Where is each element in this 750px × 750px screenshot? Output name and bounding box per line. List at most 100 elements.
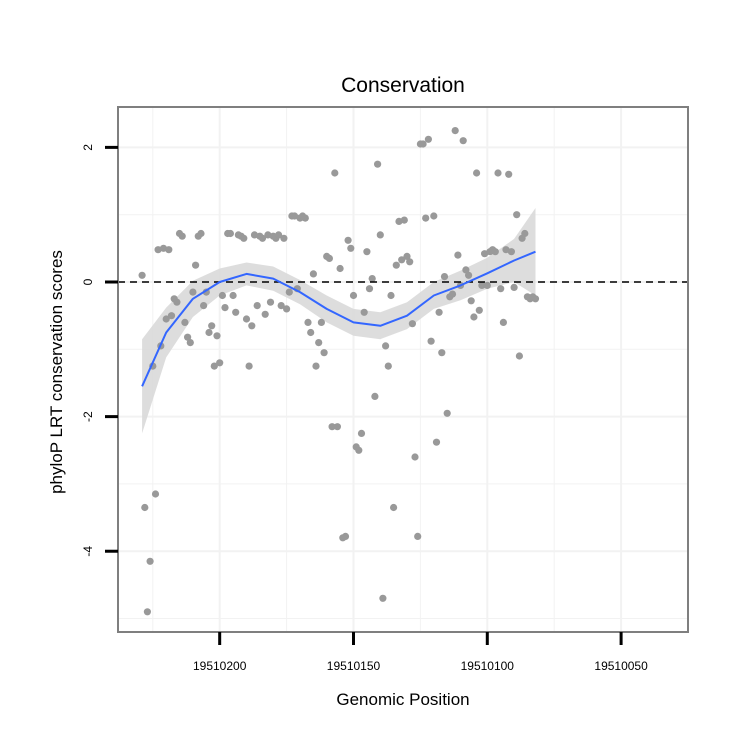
data-point xyxy=(440,273,449,281)
confidence-band xyxy=(142,208,536,434)
y-axis-title: phyloP LRT conservation scores xyxy=(47,250,66,494)
data-point xyxy=(443,409,451,417)
data-point xyxy=(304,318,312,326)
y-axis: -4 -2 0 2 xyxy=(81,144,118,557)
confidence-band-layer xyxy=(142,208,536,434)
data-point xyxy=(384,362,392,370)
data-point xyxy=(331,169,339,177)
data-point xyxy=(216,359,224,367)
data-point xyxy=(240,234,248,242)
data-point xyxy=(309,270,317,278)
data-point xyxy=(333,423,341,431)
data-point xyxy=(208,322,216,330)
data-point xyxy=(357,429,366,437)
data-point xyxy=(502,246,510,254)
data-point xyxy=(376,231,384,239)
data-point xyxy=(336,264,344,273)
data-point xyxy=(390,503,398,512)
data-point xyxy=(317,318,325,326)
data-point xyxy=(181,318,189,326)
data-point xyxy=(462,266,470,274)
data-point xyxy=(411,453,419,461)
data-point xyxy=(448,290,457,298)
data-point xyxy=(344,236,352,244)
data-point xyxy=(143,608,151,616)
data-point xyxy=(505,170,513,178)
data-point xyxy=(499,318,507,326)
chart-title: Conservation xyxy=(341,74,465,97)
data-point xyxy=(491,248,499,256)
data-point xyxy=(186,339,194,347)
data-point xyxy=(210,362,218,370)
data-point xyxy=(315,339,323,347)
data-point xyxy=(497,285,505,293)
data-point xyxy=(365,285,374,293)
data-point xyxy=(465,271,473,279)
data-point xyxy=(424,135,432,143)
data-point xyxy=(408,320,416,328)
data-point xyxy=(400,216,408,224)
smooth-fit-line xyxy=(141,250,536,387)
data-point xyxy=(430,212,438,220)
data-point xyxy=(355,446,363,454)
data-point xyxy=(521,229,529,238)
data-point xyxy=(438,349,446,357)
data-point xyxy=(167,312,176,320)
data-point xyxy=(427,337,435,345)
data-point xyxy=(347,244,355,252)
data-point xyxy=(387,291,395,300)
data-point xyxy=(154,246,162,254)
data-point xyxy=(379,594,387,602)
data-point xyxy=(162,315,170,323)
data-point xyxy=(382,342,390,350)
data-point xyxy=(403,252,411,260)
data-point xyxy=(277,302,285,310)
data-point xyxy=(363,248,371,256)
data-point xyxy=(475,306,483,314)
data-point xyxy=(510,283,518,291)
data-point xyxy=(481,250,489,258)
data-point xyxy=(467,297,475,305)
y-tick-label: 0 xyxy=(81,278,95,285)
data-point xyxy=(419,140,427,148)
data-point xyxy=(138,271,146,279)
data-point xyxy=(221,304,229,312)
data-point xyxy=(261,310,269,318)
data-point xyxy=(454,251,462,259)
data-point xyxy=(432,438,441,446)
data-point xyxy=(435,308,443,316)
data-point xyxy=(141,503,149,512)
x-tick-label: 19510200 xyxy=(193,659,247,673)
x-tick-label: 19510150 xyxy=(327,659,381,673)
data-point xyxy=(151,490,160,498)
data-point xyxy=(341,532,350,541)
data-point xyxy=(173,298,181,306)
data-point xyxy=(266,298,275,306)
data-point xyxy=(165,246,173,254)
data-point xyxy=(349,291,358,300)
data-point xyxy=(494,169,502,177)
data-point xyxy=(515,352,524,360)
data-point xyxy=(232,308,240,316)
data-point xyxy=(312,362,320,370)
data-point xyxy=(325,254,333,262)
data-point xyxy=(242,315,251,323)
data-point xyxy=(213,332,221,340)
data-point xyxy=(253,302,261,310)
data-point xyxy=(275,231,283,239)
data-point xyxy=(205,328,213,337)
data-point xyxy=(459,137,467,145)
data-point xyxy=(218,291,226,300)
data-point xyxy=(392,261,400,269)
data-point xyxy=(513,211,521,219)
data-point xyxy=(192,261,200,269)
data-point xyxy=(360,308,368,316)
y-tick-label: -2 xyxy=(81,411,95,422)
data-point xyxy=(406,258,414,266)
data-point xyxy=(398,256,406,264)
data-point xyxy=(291,212,299,220)
data-point xyxy=(328,423,336,431)
data-point xyxy=(226,229,234,238)
smooth-line-layer xyxy=(141,250,536,387)
